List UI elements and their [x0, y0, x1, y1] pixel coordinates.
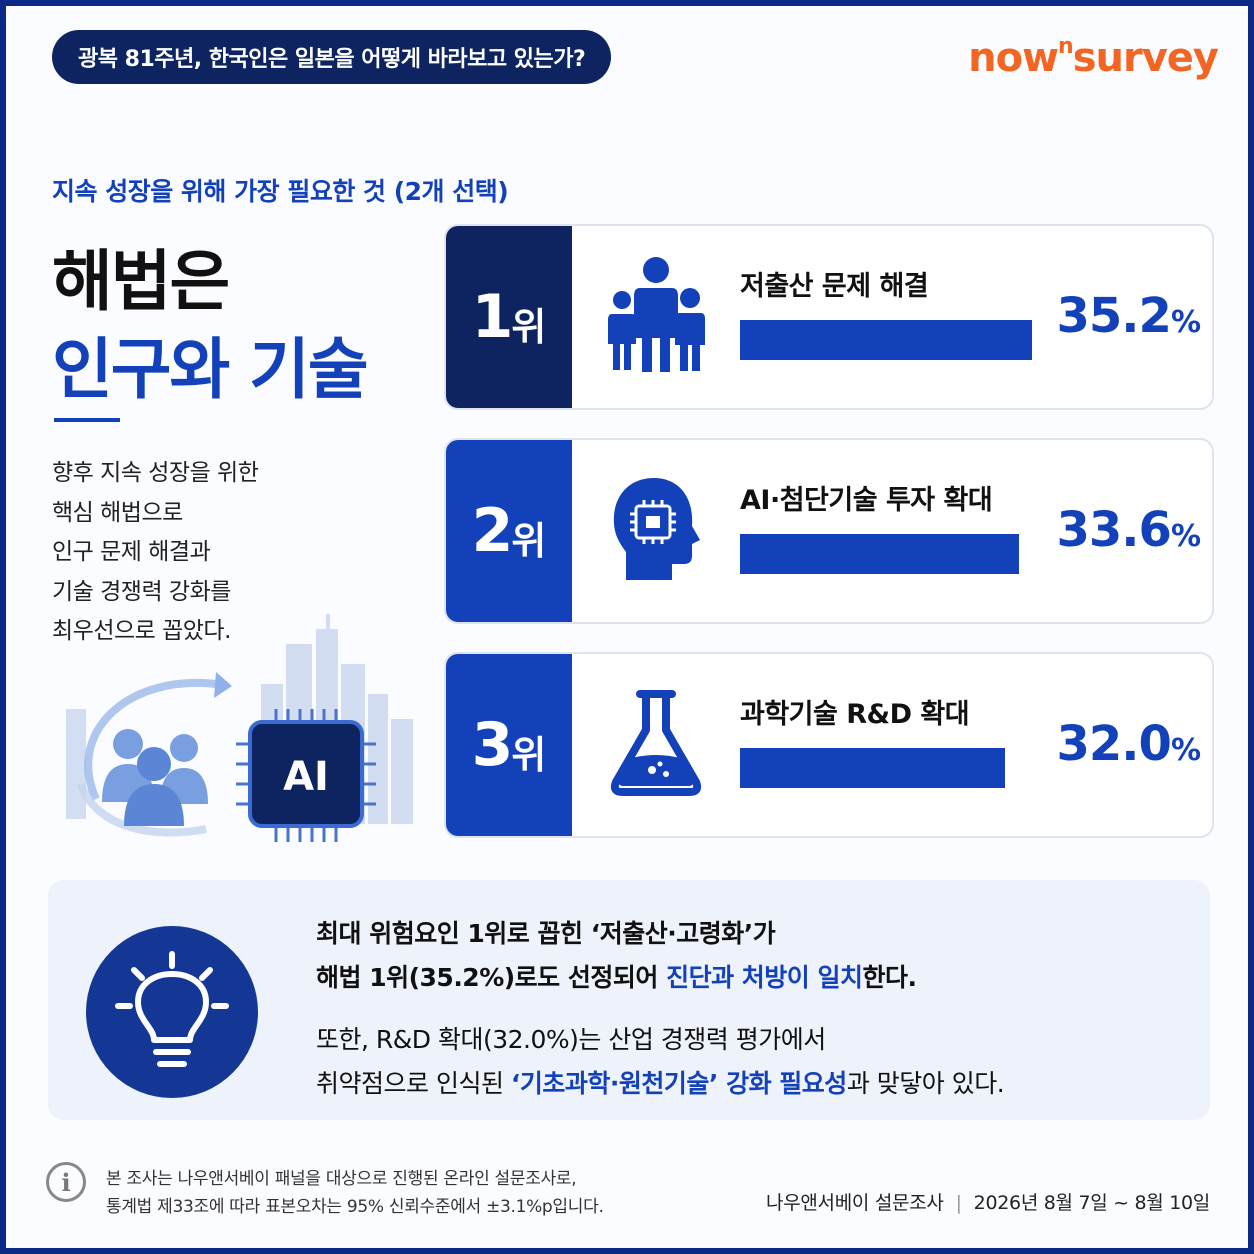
- survey-title-pill: 광복 81주년, 한국인은 일본을 어떻게 바라보고 있는가?: [52, 30, 612, 84]
- cycle-arrow: [84, 678, 217, 801]
- description-line: 핵심 해법으로: [52, 499, 183, 526]
- methodology-note-line1: 본 조사는 나우앤서베이 패널을 대상으로 진행된 온라인 설문조사로,: [106, 1169, 577, 1189]
- survey-source-name: 나우앤서베이 설문조사: [766, 1192, 944, 1214]
- insight-box: 최대 위험요인 1위로 꼽힌 ‘저출산·고령화’가 해법 1위(35.2%)로도…: [48, 880, 1210, 1120]
- rank-value-unit: %: [1170, 305, 1201, 340]
- headline-divider: [54, 418, 120, 422]
- rank-label: 과학기술 R&D 확대: [740, 699, 970, 730]
- rank-value-number: 35.2: [1056, 288, 1172, 344]
- rank-number: 2: [471, 496, 514, 566]
- rank-value-unit: %: [1170, 733, 1201, 768]
- description-line: 기술 경쟁력 강화를: [52, 578, 231, 605]
- flask-icon: [610, 690, 702, 796]
- insight-line1: 최대 위험요인 1위로 꼽힌 ‘저출산·고령화’가: [316, 919, 776, 948]
- people-group-icon: [102, 729, 208, 826]
- description-line: 인구 문제 해결과: [52, 539, 211, 565]
- insight-line4-highlight: ‘기초과학·원천기술’ 강화 필요성: [510, 1069, 847, 1098]
- rank-suffix: 위: [511, 732, 547, 777]
- brand-logo-tail: survey: [1072, 35, 1219, 81]
- insight-line4-pre: 취약점으로 인식된: [316, 1069, 511, 1098]
- insight-line4: 취약점으로 인식된 ‘기초과학·원천기술’ 강화 필요성과 맞닿아 있다.: [316, 1064, 1005, 1100]
- rank-value-unit: %: [1170, 519, 1201, 554]
- rank-value: 35.2%: [1056, 288, 1202, 344]
- survey-title: 광복 81주년, 한국인은 일본을 어떻게 바라보고 있는가?: [78, 47, 586, 72]
- rank-number: 1: [471, 282, 514, 352]
- rank-value: 32.0%: [1056, 716, 1202, 772]
- info-icon: i: [46, 1162, 86, 1202]
- survey-period: 2026년 8월 7일 ~ 8월 10일: [973, 1192, 1211, 1214]
- lightbulb-icon: [115, 951, 229, 1067]
- brand-logo: nownsurvey: [968, 34, 1219, 81]
- insight-line2-post: 한다.: [862, 963, 918, 992]
- people-ai-city-illustration: AI: [66, 614, 413, 842]
- rank-label: AI·첨단기술 투자 확대: [740, 485, 993, 516]
- ai-chip-icon: AI: [236, 709, 376, 842]
- insight-line3: 또한, R&D 확대(32.0%)는 산업 경쟁력 평가에서: [316, 1025, 826, 1054]
- ai-chip-label: AI: [283, 754, 329, 800]
- rank-suffix: 위: [511, 304, 547, 349]
- brand-logo-main: now: [968, 35, 1059, 81]
- rank-bar: [740, 534, 1019, 574]
- rank-value: 33.6%: [1056, 502, 1202, 558]
- rank-label: 저출산 문제 해결: [740, 271, 929, 302]
- brand-logo-sup: n: [1058, 34, 1074, 59]
- rank-value-number: 33.6: [1056, 502, 1172, 558]
- rank-number: 3: [471, 710, 514, 780]
- description-line: 최우선으로 꼽았다.: [52, 618, 231, 644]
- survey-source-separator: |: [955, 1192, 962, 1214]
- section-subtitle: 지속 성장을 위해 가장 필요한 것 (2개 선택): [52, 177, 509, 206]
- infographic-frame: 광복 81주년, 한국인은 일본을 어떻게 바라보고 있는가? nownsurv…: [6, 6, 1248, 1248]
- headline-line2: 인구와 기술: [52, 331, 369, 408]
- headline-line1: 해법은: [52, 243, 230, 320]
- rank-bar: [740, 748, 1006, 788]
- insight-line2-highlight: 진단과 처방이 일치: [666, 963, 863, 992]
- rank-suffix: 위: [511, 518, 547, 563]
- rank-value-number: 32.0: [1056, 716, 1172, 772]
- insight-line2: 해법 1위(35.2%)로도 선정되어 진단과 처방이 일치한다.: [316, 958, 917, 994]
- description-line: 향후 지속 성장을 위한: [52, 460, 259, 486]
- insight-line4-post: 과 맞닿아 있다.: [846, 1069, 1005, 1098]
- insight-line2-pre: 해법 1위(35.2%)로도 선정되어: [316, 963, 667, 992]
- ai-head-icon: [613, 478, 700, 580]
- methodology-note-line2: 통계법 제33조에 따라 표본오차는 95% 신뢰수준에서 ±3.1%p입니다.: [106, 1197, 604, 1217]
- description: 향후 지속 성장을 위한 핵심 해법으로 인구 문제 해결과 기술 경쟁력 강화…: [52, 454, 259, 652]
- rank-bar: [740, 320, 1032, 360]
- lightbulb-badge: [86, 926, 258, 1098]
- survey-source: 나우앤서베이 설문조사 | 2026년 8월 7일 ~ 8월 10일: [766, 1188, 1210, 1215]
- family-icon: [608, 257, 705, 372]
